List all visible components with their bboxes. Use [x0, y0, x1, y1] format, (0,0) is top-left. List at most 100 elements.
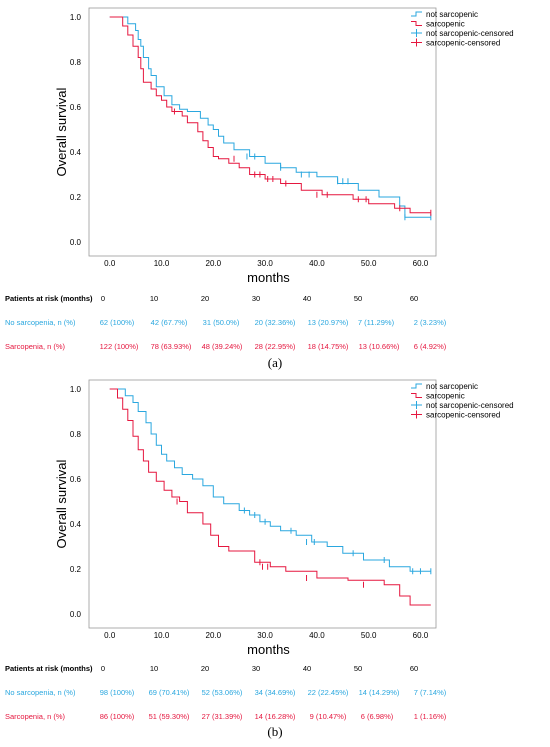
y-tick-label: 1.0: [70, 13, 82, 22]
risk-cell: 22 (22.45%): [307, 688, 349, 697]
risk-col-60: 60: [409, 664, 419, 673]
y-tick-label: 0.8: [70, 430, 82, 439]
risk-row-label-no-sarcopenia: No sarcopenia, n (%): [5, 318, 76, 327]
risk-col-30: 30: [251, 664, 261, 673]
risk-col-10: 10: [149, 294, 159, 303]
y-tick-label: 0.0: [70, 238, 82, 247]
risk-cell: 34 (34.69%): [254, 688, 296, 697]
risk-cell: 7 (11.29%): [357, 318, 395, 327]
x-tick-label: 0.0: [104, 259, 116, 268]
legend-label: sarcopenic-censored: [426, 411, 500, 420]
legend-swatch-sarcopenic: [411, 393, 422, 398]
risk-cell: 122 (100%): [99, 342, 139, 351]
risk-col-0: 0: [100, 294, 106, 303]
risk-cell: 28 (22.95%): [254, 342, 296, 351]
km-chart-b: 0.0 0.2 0.4 0.6 0.8 1.0 0.0 10.0 20.0 30.0 40.0 50.…: [54, 379, 514, 654]
plot-frame: [88, 379, 437, 629]
risk-cell: 31 (50.0%): [202, 318, 240, 327]
risk-col-20: 20: [200, 294, 210, 303]
risk-row-label-sarcopenia: Sarcopenia, n (%): [5, 712, 66, 721]
x-tick-label: 40.0: [309, 259, 325, 268]
legend-label: sarcopenic: [426, 20, 465, 29]
y-tick-label: 0.6: [70, 103, 82, 112]
risk-col-50: 50: [353, 294, 363, 303]
risk-cell: 14 (16.28%): [254, 712, 296, 721]
x-tick-label: 10.0: [154, 259, 170, 268]
risk-row-label-sarcopenia: Sarcopenia, n (%): [5, 342, 66, 351]
y-tick-label: 0.2: [70, 565, 82, 574]
y-axis-label: Overall survival: [54, 87, 69, 176]
x-axis-label: months: [247, 642, 290, 654]
risk-col-40: 40: [302, 294, 312, 303]
km-curve-not-sarcopenic: [109, 16, 431, 218]
y-tick-label: 0.4: [70, 520, 82, 529]
y-tick-label: 0.0: [70, 610, 82, 619]
risk-cell: 9 (10.47%): [309, 712, 347, 721]
y-tick-label: 0.8: [70, 58, 82, 67]
km-chart-a: 0.0 0.2 0.4 0.6 0.8 1.0 0.0 10.0 20.0 30.0 40.0 50.…: [54, 7, 514, 282]
risk-cell: 6 (6.98%): [360, 712, 394, 721]
risk-cell: 6 (4.92%): [413, 342, 447, 351]
x-tick-label: 20.0: [206, 631, 222, 640]
x-tick-label: 10.0: [154, 631, 170, 640]
legend-swatch-sarcopenic: [411, 21, 422, 26]
x-tick-label: 40.0: [309, 631, 325, 640]
x-tick-label: 50.0: [361, 259, 377, 268]
risk-cell: 78 (63.93%): [150, 342, 192, 351]
km-curve-sarcopenic: [109, 16, 431, 214]
y-axis-label: Overall survival: [54, 459, 69, 548]
y-tick-label: 0.2: [70, 193, 82, 202]
legend-label: not sarcopenic: [426, 10, 478, 19]
risk-cell: 2 (3.23%): [413, 318, 447, 327]
legend-label: sarcopenic: [426, 392, 465, 401]
risk-cell: 13 (10.66%): [358, 342, 400, 351]
risk-cell: 1 (1.16%): [413, 712, 447, 721]
risk-col-60: 60: [409, 294, 419, 303]
legend-label: not sarcopenic-censored: [426, 401, 514, 410]
plot-frame: [88, 7, 437, 257]
risk-col-50: 50: [353, 664, 363, 673]
x-tick-label: 20.0: [206, 259, 222, 268]
x-tick-label: 60.0: [413, 631, 429, 640]
figure-panel-b: 0.0 0.2 0.4 0.6 0.8 1.0 0.0 10.0 20.0 30.0 40.0 50.…: [0, 372, 550, 747]
risk-cell: 48 (39.24%): [201, 342, 243, 351]
risk-table-header: Patients at risk (months): [5, 294, 93, 303]
figure-panel-a: 0.0 0.2 0.4 0.6 0.8 1.0 0.0 10.0 20.0 30.0 40.0 50.…: [5, 7, 514, 370]
km-curve-sarcopenic: [109, 388, 431, 606]
risk-cell: 14 (14.29%): [358, 688, 400, 697]
km-curve-not-sarcopenic: [109, 388, 431, 572]
risk-table-header: Patients at risk (months): [5, 664, 93, 673]
x-tick-label: 30.0: [257, 259, 273, 268]
legend-label: not sarcopenic: [426, 382, 478, 391]
legend-swatch-not-sarcopenic: [411, 11, 422, 17]
risk-cell: 52 (53.06%): [201, 688, 243, 697]
x-tick-label: 50.0: [361, 631, 377, 640]
caption-a: (a): [267, 355, 283, 370]
risk-cell: 69 (70.41%): [148, 688, 190, 697]
risk-row-label-no-sarcopenia: No sarcopenia, n (%): [5, 688, 76, 697]
risk-cell: 18 (14.75%): [307, 342, 349, 351]
risk-cell: 42 (67.7%): [150, 318, 188, 327]
y-tick-label: 1.0: [70, 385, 82, 394]
risk-col-20: 20: [200, 664, 210, 673]
risk-cell: 98 (100%): [99, 688, 135, 697]
risk-cell: 62 (100%): [99, 318, 135, 327]
x-tick-label: 60.0: [413, 259, 429, 268]
risk-cell: 13 (20.97%): [307, 318, 349, 327]
risk-cell: 86 (100%): [99, 712, 135, 721]
risk-col-10: 10: [149, 664, 159, 673]
risk-cell: 51 (59.30%): [148, 712, 190, 721]
risk-cell: 7 (7.14%): [413, 688, 447, 697]
risk-cell: 27 (31.39%): [201, 712, 243, 721]
y-tick-label: 0.6: [70, 475, 82, 484]
risk-col-0: 0: [100, 664, 106, 673]
risk-col-40: 40: [302, 664, 312, 673]
legend-label: sarcopenic-censored: [426, 39, 500, 48]
caption-b: (b): [267, 724, 283, 739]
x-tick-label: 0.0: [104, 631, 116, 640]
risk-cell: 20 (32.36%): [254, 318, 296, 327]
legend-swatch-not-sarcopenic: [411, 383, 422, 389]
risk-col-30: 30: [251, 294, 261, 303]
legend-label: not sarcopenic-censored: [426, 29, 514, 38]
x-tick-label: 30.0: [257, 631, 273, 640]
